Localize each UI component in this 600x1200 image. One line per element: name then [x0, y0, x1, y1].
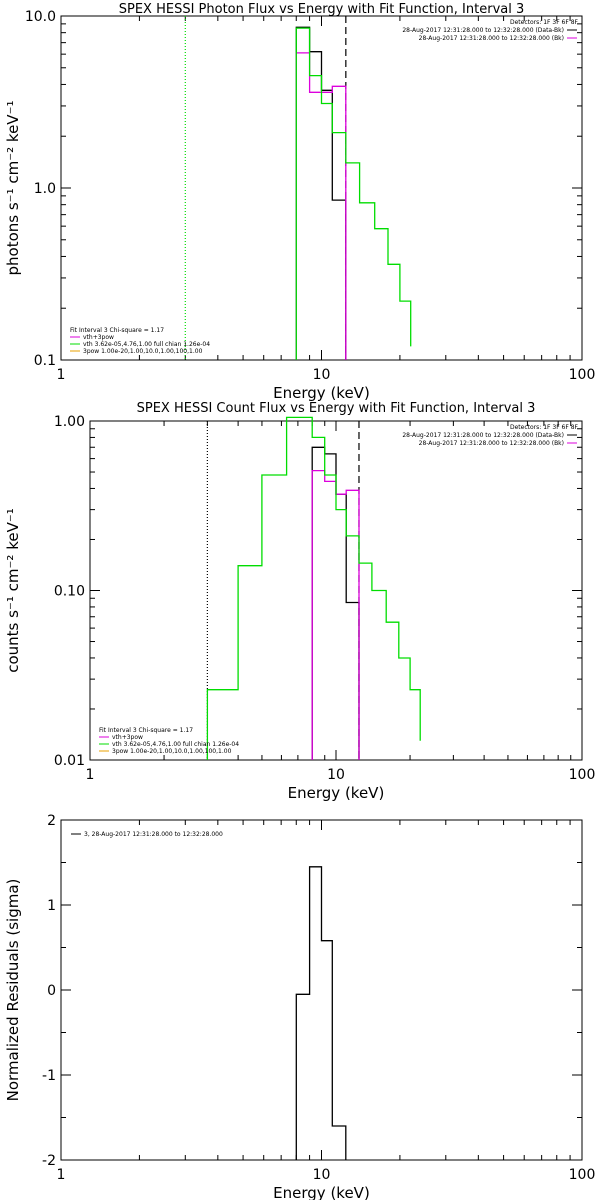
x-tick-label: 1	[86, 767, 95, 783]
y-tick-label: 1	[47, 898, 56, 914]
legend-label: 28-Aug-2017 12:31:28.000 to 12:32:28.000…	[402, 27, 564, 34]
series-line	[311, 469, 360, 760]
y-tick-label: 0.01	[54, 753, 85, 769]
x-axis-label: Energy (keV)	[273, 384, 370, 402]
y-tick-label: 1.0	[34, 181, 56, 197]
x-axis-label: Energy (keV)	[288, 784, 385, 802]
series-line	[295, 26, 347, 360]
legend-label: 28-Aug-2017 12:31:28.000 to 12:32:28.000…	[402, 432, 564, 439]
legend-header: Fit Interval 3 Chi-square = 1.17	[99, 727, 193, 734]
y-tick-label: 0.1	[34, 353, 56, 369]
y-tick-label: 0.10	[54, 584, 85, 600]
y-tick-label: -2	[42, 1153, 56, 1169]
series-line	[295, 27, 412, 360]
chart-title: SPEX HESSI Count Flux vs Energy with Fit…	[137, 401, 536, 416]
chart-title: SPEX HESSI Photon Flux vs Energy with Fi…	[119, 2, 525, 17]
legend-label: 3, 28-Aug-2017 12:31:28.000 to 12:32:28.…	[84, 831, 223, 838]
legend-header: Fit Interval 3 Chi-square = 1.17	[70, 327, 164, 334]
x-tick-label: 1	[57, 1167, 66, 1183]
y-tick-label: 10.0	[25, 9, 56, 25]
legend-label: 3pow 1.00e-20,1.00,10.0,1.00,100,1.00	[112, 748, 232, 755]
x-tick-label: 100	[569, 367, 596, 383]
y-tick-label: 1.00	[54, 414, 85, 430]
y-tick-label: 0	[47, 983, 56, 999]
series-line	[206, 416, 421, 760]
x-tick-label: 1	[57, 367, 66, 383]
y-axis-label: counts s⁻¹ cm⁻² keV⁻¹	[4, 508, 22, 673]
legend-label: vth+3pow	[112, 734, 143, 741]
legend-header: Detectors: 1F 3F 6F 8F	[510, 424, 579, 431]
x-tick-label: 10	[327, 767, 345, 783]
x-tick-label: 10	[313, 367, 331, 383]
legend-label: 3pow 1.00e-20,1.00,10.0,1.00,100,1.00	[83, 348, 203, 355]
legend-label: vth 3.62e-05,4.76,1.00 full chian 1.26e-…	[83, 341, 210, 348]
legend-label: vth+3pow	[83, 334, 114, 341]
x-tick-label: 100	[569, 767, 596, 783]
x-tick-label: 10	[313, 1167, 331, 1183]
legend-label: vth 3.62e-05,4.76,1.00 full chian 1.26e-…	[112, 741, 239, 748]
x-tick-label: 100	[569, 1167, 596, 1183]
y-tick-label: -1	[42, 1068, 56, 1084]
x-axis-label: Energy (keV)	[273, 1184, 370, 1200]
legend-label: 28-Aug-2017 12:31:28.000 to 12:32:28.000…	[419, 35, 564, 42]
series-line	[311, 446, 360, 760]
y-tick-label: 2	[47, 813, 56, 829]
legend-header: Detectors: 1F 3F 6F 8F	[510, 19, 579, 26]
series-line	[295, 866, 347, 1160]
y-axis-label: photons s⁻¹ cm⁻² keV⁻¹	[4, 101, 22, 276]
legend-label: 28-Aug-2017 12:31:28.000 to 12:32:28.000…	[419, 440, 564, 447]
y-axis-label: Normalized Residuals (sigma)	[4, 879, 22, 1102]
